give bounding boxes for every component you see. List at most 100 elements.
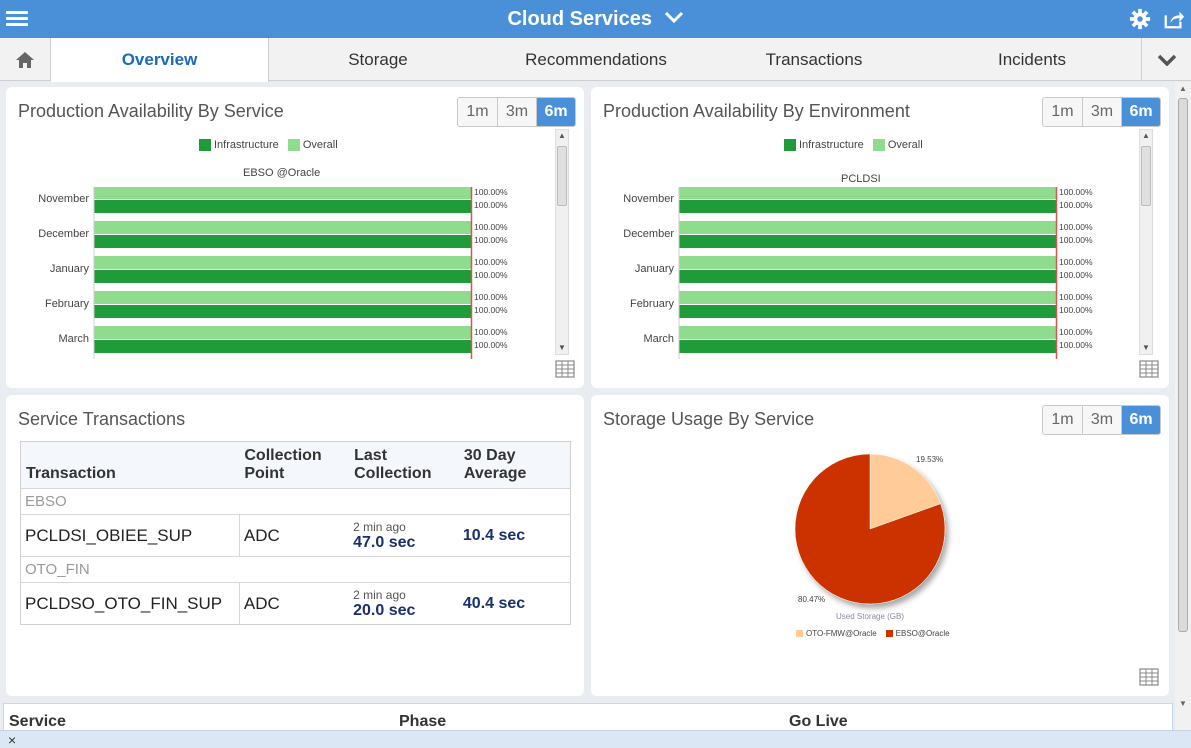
tab-incidents[interactable]: Incidents <box>997 50 1067 69</box>
column-header-service[interactable]: Service <box>9 713 66 730</box>
table-view-icon[interactable] <box>1139 360 1159 378</box>
scroll-thumb[interactable] <box>557 146 567 206</box>
chart-scrollbar[interactable]: ▲ ▼ <box>1139 129 1153 355</box>
category-label: February <box>630 298 675 310</box>
group-label: EBSO <box>20 488 571 515</box>
pie-group <box>794 453 946 605</box>
column-header-phase[interactable]: Phase <box>399 713 447 730</box>
last-collection-value: 47.0 sec <box>353 533 416 551</box>
bar-overall <box>94 291 471 304</box>
group-row: EBSO <box>20 488 571 515</box>
bar-overall <box>94 221 471 234</box>
data-label: 100.00% <box>474 327 508 337</box>
legend-label: Overall <box>887 139 923 151</box>
period-3m-button[interactable]: 3m <box>1082 98 1121 126</box>
table-header-row: Transaction Collection Point Last Collecti… <box>20 441 571 489</box>
bar-infrastructure <box>94 235 471 248</box>
pie-slice-ebso <box>794 453 946 605</box>
storage-pie-chart: 19.53% 80.47% <box>794 453 946 605</box>
legend-label: Infrastructure <box>214 139 279 151</box>
category-label: November <box>38 193 89 205</box>
last-collection-value: 20.0 sec <box>353 601 416 619</box>
pie-slice-oto-fmw <box>869 453 941 530</box>
scroll-down-arrow[interactable]: ▼ <box>1179 699 1187 708</box>
column-header-go-live[interactable]: Go Live <box>789 713 848 730</box>
category-label: February <box>45 298 90 310</box>
category-label: December <box>623 228 674 240</box>
scroll-thumb[interactable] <box>1178 98 1188 632</box>
period-3m-button[interactable]: 3m <box>1082 406 1121 434</box>
period-1m-button[interactable]: 1m <box>1043 98 1082 126</box>
last-collection-age: 2 min ago <box>353 587 406 602</box>
chevron-down-icon[interactable] <box>664 11 684 23</box>
data-label: 100.00% <box>474 292 508 302</box>
scroll-up-arrow[interactable]: ▲ <box>1179 84 1187 93</box>
page-title[interactable]: Cloud Services <box>0 8 1191 31</box>
scroll-down-arrow[interactable]: ▼ <box>558 343 566 352</box>
page-scrollbar[interactable]: ▲ ▼ <box>1175 82 1191 730</box>
home-tab[interactable] <box>0 38 51 81</box>
availability-by-service-panel: Production Availability By Service 1m 3m… <box>6 87 584 388</box>
footer-bar: × <box>0 730 1191 748</box>
close-icon[interactable]: × <box>8 732 17 748</box>
chart-scrollbar[interactable]: ▲ ▼ <box>555 129 569 355</box>
transaction-name[interactable]: PCLDSI_OBIEE_SUP <box>20 514 240 557</box>
data-label: 100.00% <box>474 235 508 245</box>
column-header-collection-point[interactable]: Collection Point <box>239 441 350 489</box>
category-label: March <box>58 333 89 345</box>
scroll-down-arrow[interactable]: ▼ <box>1142 343 1150 352</box>
bar-overall <box>94 256 471 269</box>
collection-point: ADC <box>238 582 350 625</box>
data-label: 100.00% <box>474 257 508 267</box>
last-collection: 2 min ago 20.0 sec <box>349 582 459 625</box>
pie-legend: OTO-FMW@Oracle EBSO@Oracle <box>796 629 959 638</box>
scroll-up-arrow[interactable]: ▲ <box>1142 131 1150 140</box>
chart-legend: Infrastructure Overall <box>784 139 932 151</box>
bar-infrastructure <box>94 340 471 353</box>
tab-overview[interactable]: Overview <box>51 38 269 82</box>
storage-usage-panel: Storage Usage By Service 1m 3m 6m 19.53%… <box>591 395 1169 696</box>
period-6m-button[interactable]: 6m <box>536 98 575 126</box>
transaction-name[interactable]: PCLDSO_OTO_FIN_SUP <box>20 582 240 625</box>
column-header-last-collection[interactable]: Last Collection <box>349 441 459 489</box>
pie-caption: Used Storage (GB) <box>836 612 905 621</box>
table-row[interactable]: PCLDSI_OBIEE_SUP ADC 2 min ago 47.0 sec 1… <box>20 514 571 557</box>
table-row[interactable]: PCLDSO_OTO_FIN_SUP ADC 2 min ago 20.0 sec… <box>20 582 571 625</box>
column-header-transaction[interactable]: Transaction <box>20 441 240 489</box>
bar-overall <box>679 326 1056 339</box>
data-label: 100.00% <box>1059 187 1093 197</box>
period-6m-button[interactable]: 6m <box>1121 406 1160 434</box>
legend-item-oto-fmw: OTO-FMW@Oracle <box>796 629 877 638</box>
table-view-icon[interactable] <box>555 360 575 378</box>
app-header: Cloud Services <box>0 0 1191 38</box>
category-label: January <box>50 263 90 275</box>
bar-infrastructure <box>94 270 471 283</box>
column-header-30-day-average[interactable]: 30 Day Average <box>458 441 571 489</box>
category-label: November <box>623 193 674 205</box>
panel-title: Production Availability By Environment <box>603 101 910 121</box>
bar-infrastructure <box>94 200 471 213</box>
tab-transactions[interactable]: Transactions <box>765 50 863 69</box>
data-label: 100.00% <box>474 222 508 232</box>
gear-icon[interactable] <box>1129 8 1151 30</box>
table-view-icon[interactable] <box>1139 668 1159 686</box>
tabs-more-button[interactable] <box>1141 38 1191 81</box>
period-1m-button[interactable]: 1m <box>1043 406 1082 434</box>
share-icon[interactable] <box>1163 8 1185 30</box>
period-3m-button[interactable]: 3m <box>497 98 536 126</box>
data-label: 100.00% <box>1059 200 1093 210</box>
period-6m-button[interactable]: 6m <box>1121 98 1160 126</box>
scroll-up-arrow[interactable]: ▲ <box>558 131 566 140</box>
scroll-thumb[interactable] <box>1141 146 1151 206</box>
period-selector: 1m 3m 6m <box>1042 97 1161 127</box>
panel-title: Production Availability By Service <box>18 101 284 121</box>
legend-item-infrastructure: Infrastructure <box>784 139 864 151</box>
data-label: 100.00% <box>474 340 508 350</box>
availability-by-environment-panel: Production Availability By Environment 1… <box>591 87 1169 388</box>
chart-subtitle: EBSO @Oracle <box>243 167 321 179</box>
tab-recommendations[interactable]: Recommendations <box>525 50 667 69</box>
hamburger-menu-icon[interactable] <box>6 8 28 30</box>
period-1m-button[interactable]: 1m <box>458 98 497 126</box>
tab-bar: Overview Storage Recommendations Transac… <box>0 38 1191 82</box>
tab-storage[interactable]: Storage <box>348 50 408 69</box>
